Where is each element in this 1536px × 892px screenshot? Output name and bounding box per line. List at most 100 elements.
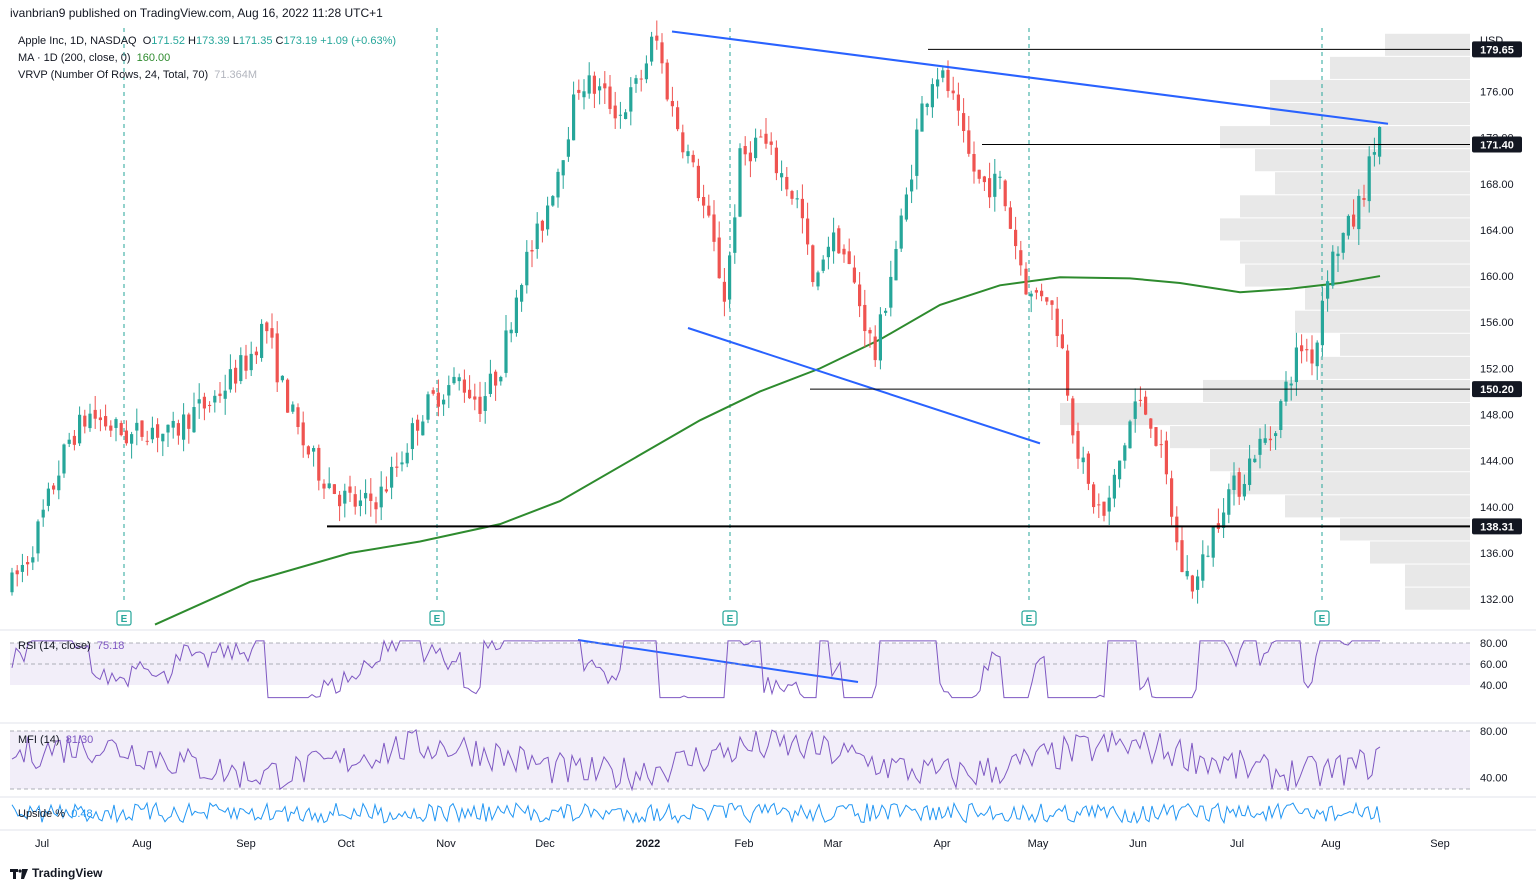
symbol-legend: Apple Inc, 1D, NASDAQ O171.52 H173.39 L1… <box>18 35 396 47</box>
candle-body <box>785 176 789 190</box>
candle-body <box>613 105 617 119</box>
candle-body <box>36 521 40 554</box>
candle-body <box>249 353 253 371</box>
candle-body <box>686 151 690 157</box>
time-tick-14: Sep <box>1430 838 1450 850</box>
candle-body <box>182 414 186 440</box>
candle-body <box>254 351 258 356</box>
candle-body <box>977 169 981 179</box>
candle-body <box>1180 540 1184 573</box>
candle-body <box>1170 478 1174 517</box>
candle-body <box>98 417 102 421</box>
volume-profile-row-0 <box>1405 587 1470 610</box>
candle-body <box>1310 349 1314 364</box>
candle-body <box>1092 484 1096 508</box>
upside-label: Upside % <box>18 808 66 820</box>
candle-body <box>1274 433 1278 437</box>
candle-body <box>1362 198 1366 200</box>
volume-profile-row-13 <box>1305 287 1470 310</box>
candle-body <box>332 484 336 494</box>
candle-body <box>780 173 784 178</box>
time-tick-8: Mar <box>824 838 843 850</box>
ma-200-line <box>154 275 1381 626</box>
rsi-tick-0: 80.00 <box>1480 638 1508 650</box>
earnings-badge-2 <box>722 610 738 626</box>
candle-body <box>1196 576 1200 590</box>
level-badge-3 <box>1472 518 1522 535</box>
candle-body <box>421 421 425 436</box>
candle-body <box>1034 290 1038 293</box>
candle-body <box>41 509 45 518</box>
candle-body <box>260 323 264 358</box>
candle-body <box>275 333 279 383</box>
vrvp-value: 71.364M <box>214 69 258 81</box>
candle-body <box>795 198 799 200</box>
time-tick-5: Dec <box>535 838 555 850</box>
candle-body <box>31 557 35 563</box>
candle-body <box>176 423 180 436</box>
candle-body <box>114 419 118 428</box>
candle-body <box>816 272 820 287</box>
candle-body <box>837 228 841 254</box>
candle-body <box>1284 381 1288 402</box>
candle-body <box>192 407 196 433</box>
candle-body <box>1024 268 1028 295</box>
candle-body <box>520 285 524 302</box>
candle-body <box>46 488 50 506</box>
candle-body <box>1341 232 1345 253</box>
candle-body <box>83 415 87 427</box>
volume-profile-row-15 <box>1240 241 1470 264</box>
candle-body <box>353 494 357 507</box>
candle-body <box>135 422 139 431</box>
time-tick-2: Sep <box>236 838 256 850</box>
candle-body <box>187 414 191 429</box>
candle-body <box>244 355 248 371</box>
candle-body <box>384 489 388 492</box>
candle-body <box>1326 281 1330 299</box>
candle-body <box>863 304 867 332</box>
candle-body <box>436 392 440 407</box>
candle-body <box>733 217 737 253</box>
mfi-tick-1: 40.00 <box>1480 772 1508 784</box>
candle-body <box>993 173 997 197</box>
candle-body <box>962 113 966 132</box>
rsi-line <box>11 639 1380 699</box>
candle-body <box>790 191 794 199</box>
candle-body <box>769 141 773 145</box>
candle-body <box>239 355 243 382</box>
candle-body <box>62 444 66 474</box>
candle-body <box>400 462 404 465</box>
candle-body <box>145 440 149 442</box>
time-tick-4: Nov <box>436 838 456 850</box>
candle-body <box>956 94 960 111</box>
candle-body <box>702 197 706 206</box>
candle-body <box>941 70 945 78</box>
candle-body <box>972 154 976 172</box>
candle-body <box>754 137 758 159</box>
candle-body <box>234 367 238 384</box>
candle-body <box>410 423 414 450</box>
time-tick-13: Aug <box>1321 838 1341 850</box>
candle-body <box>587 75 591 94</box>
earnings-badge-3 <box>1021 610 1037 626</box>
candle-body <box>348 486 352 493</box>
candle-body <box>306 446 310 455</box>
candle-body <box>738 148 742 217</box>
candle-body <box>696 165 700 198</box>
time-tick-9: Apr <box>933 838 950 850</box>
candle-body <box>670 100 674 107</box>
candle-body <box>551 196 555 206</box>
candle-body <box>301 422 305 446</box>
candle-body <box>509 329 513 334</box>
candle-body <box>343 490 347 504</box>
candle-body <box>707 205 711 216</box>
candle-body <box>546 205 550 230</box>
candle-body <box>566 139 570 157</box>
candle-body <box>358 500 362 507</box>
candle-body <box>774 147 778 174</box>
price-tick-11: 132.00 <box>1480 594 1514 606</box>
volume-profile-row-3 <box>1340 518 1470 541</box>
price-tick-7: 148.00 <box>1480 410 1514 422</box>
volume-profile-row-18 <box>1275 172 1470 195</box>
